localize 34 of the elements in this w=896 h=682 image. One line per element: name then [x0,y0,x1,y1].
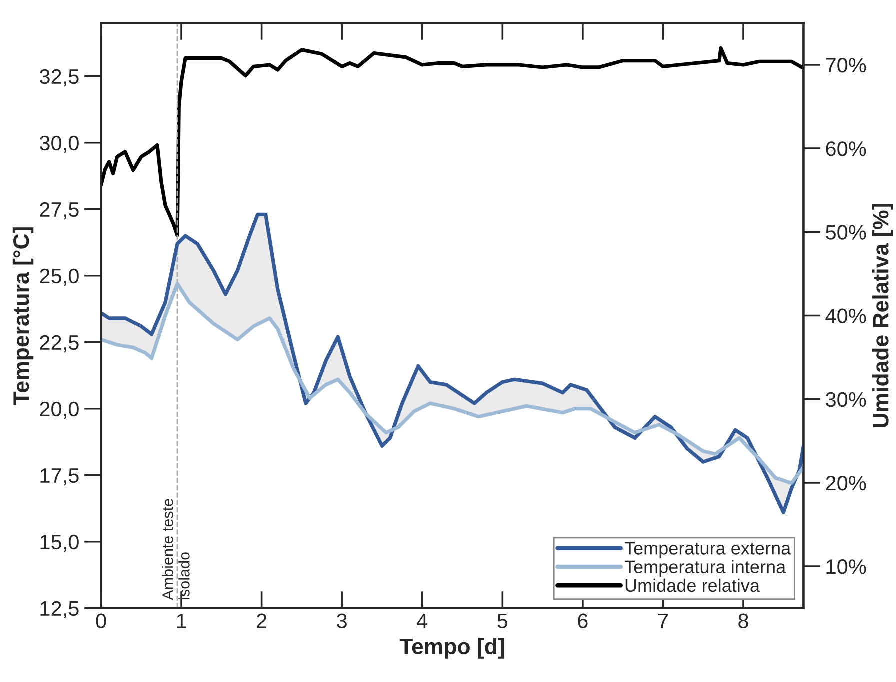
ref-line-label: Ambiente teste isolado [162,499,190,600]
legend-label: Temperatura externa [624,542,792,558]
y-tick-label: 20,0 [40,402,79,420]
x-tick-label: 7 [658,614,668,628]
y2-tick-label: 70% [826,58,866,73]
y-tick-label: 30,0 [40,136,79,154]
y2-tick-label: 60% [826,142,866,156]
y-tick-label: 15,0 [40,534,79,552]
x-tick-label: 1 [177,614,186,628]
y-tick-label: 32,5 [40,69,79,87]
x-axis-title: Tempo [d] [400,638,504,659]
y2-tick-label: 30% [826,392,866,408]
x-tick-label: 3 [337,614,347,629]
x-tick-label: 0 [96,614,106,629]
y2-tick-label: 40% [826,308,866,324]
line-series [101,46,804,238]
y-axis-title: Temperatura [°C] [12,228,34,405]
y2-tick-label: 20% [826,476,866,491]
y-tick-label: 27,5 [40,202,79,220]
x-tick-label: 8 [738,614,748,629]
x-tick-label: 6 [578,614,588,629]
y-tick-label: 25,0 [40,268,79,286]
y-tick-label: 12,5 [40,601,79,619]
x-tick-label: 2 [257,614,267,628]
x-tick-label: 4 [417,614,428,628]
y-tick-label: 17,5 [40,468,79,486]
legend-label: Umidade relativa [626,578,760,592]
x-tick-label: 5 [498,614,508,629]
y2-tick-label: 50% [826,225,866,240]
legend-label: Temperatura interna [624,560,786,578]
y2-axis-title: Umidade Relativa [%] [872,204,894,428]
y-tick-label: 22,5 [40,335,79,353]
y2-tick-label: 10% [826,560,866,574]
line-series [101,282,804,486]
